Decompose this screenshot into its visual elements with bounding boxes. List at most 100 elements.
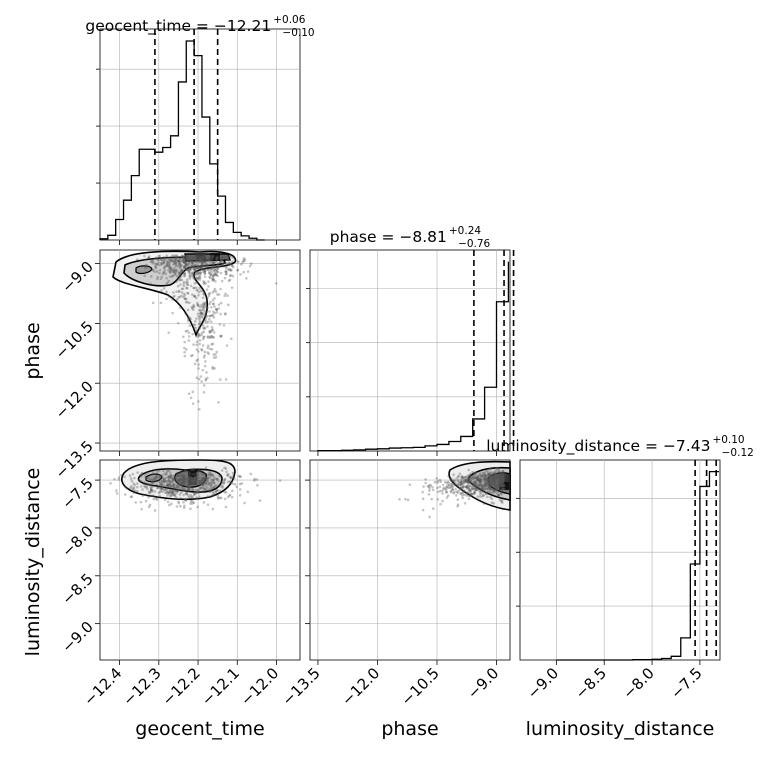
scatter-point [199, 375, 203, 378]
scatter-point [165, 487, 168, 490]
scatter-point [230, 495, 234, 499]
scatter-point [196, 259, 200, 263]
scatter-point [163, 488, 167, 491]
scatter-point [156, 275, 160, 279]
scatter-point [492, 483, 496, 486]
scatter-point [200, 259, 204, 263]
scatter-point [194, 257, 198, 261]
scatter-point [485, 484, 488, 488]
scatter-point [171, 480, 174, 483]
scatter-point [206, 335, 210, 338]
scatter-point [191, 479, 195, 482]
scatter-point [204, 476, 208, 480]
scatter-point [196, 505, 199, 509]
scatter-point [180, 287, 184, 291]
scatter-point [193, 478, 197, 482]
scatter-point [202, 480, 206, 484]
scatter-point [182, 482, 186, 485]
scatter-point [198, 480, 202, 484]
scatter-point [208, 476, 211, 479]
scatter-point [207, 472, 211, 475]
scatter-point [446, 484, 449, 487]
scatter-point [184, 262, 188, 265]
scatter-point [493, 484, 497, 487]
scatter-point [485, 478, 488, 481]
scatter-point [213, 484, 217, 487]
scatter-point [491, 479, 495, 482]
scatter-point [201, 312, 205, 315]
scatter-point [167, 491, 170, 495]
scatter-point [153, 262, 156, 265]
scatter-point [182, 476, 186, 479]
scatter-point [486, 481, 490, 485]
scatter-point [498, 466, 501, 470]
scatter-point [176, 264, 180, 268]
scatter-point [179, 270, 183, 273]
scatter-point [198, 334, 201, 338]
xlabel-geocent-time: geocent_time [135, 718, 264, 740]
scatter-point [181, 478, 185, 481]
scatter-point [501, 474, 505, 478]
scatter-point [191, 402, 195, 405]
scatter-point [184, 330, 188, 333]
scatter-point [460, 482, 464, 486]
scatter-point [180, 487, 184, 491]
scatter-point [200, 259, 203, 262]
scatter-point [245, 277, 248, 280]
x-tick-label: −12.3 [119, 664, 164, 709]
scatter-point [487, 485, 491, 489]
scatter-point [215, 350, 219, 354]
scatter-point [493, 484, 497, 488]
scatter-point [211, 494, 214, 498]
scatter-point [428, 515, 431, 519]
scatter-point [205, 476, 208, 480]
scatter-point [492, 481, 496, 484]
scatter-point [183, 476, 186, 480]
scatter-point [221, 257, 224, 261]
scatter-point [154, 475, 158, 478]
scatter-point [200, 256, 204, 260]
scatter-point [213, 271, 217, 275]
scatter-point [231, 471, 235, 475]
scatter-point [204, 314, 208, 318]
scatter-point [109, 481, 112, 485]
scatter-point [216, 489, 219, 492]
scatter-point [467, 468, 471, 472]
scatter-point [113, 477, 116, 481]
scatter-point [206, 376, 209, 380]
scatter-point [470, 492, 473, 496]
scatter-point [466, 484, 469, 488]
scatter-point [473, 489, 476, 493]
scatter-point [467, 480, 471, 483]
scatter-point [212, 316, 216, 319]
scatter-point [181, 480, 185, 484]
scatter-point [481, 471, 485, 474]
scatter-point [502, 484, 506, 487]
scatter-point [474, 476, 477, 480]
scatter-point [186, 268, 190, 271]
scatter-point [170, 260, 173, 263]
scatter-point [186, 283, 189, 286]
scatter-point [200, 260, 203, 264]
scatter-point [197, 314, 200, 318]
scatter-point [152, 494, 156, 498]
scatter-point [183, 483, 186, 487]
scatter-point [155, 263, 159, 266]
x-tick-label: −7.5 [667, 664, 705, 702]
scatter-point [200, 265, 204, 269]
scatter-point [211, 493, 214, 497]
scatter-point [495, 472, 498, 476]
scatter-point [183, 261, 186, 264]
scatter-point [207, 317, 211, 321]
scatter-point [463, 475, 466, 479]
scatter-point [198, 322, 201, 326]
scatter-point [494, 488, 498, 491]
scatter-point [207, 292, 211, 296]
scatter-point [161, 261, 165, 265]
scatter-point [471, 474, 475, 478]
y-tick-label: −9.0 [58, 258, 96, 296]
scatter-point [151, 494, 154, 498]
scatter-point [182, 255, 185, 258]
scatter-point [475, 477, 478, 480]
scatter-point [494, 473, 498, 476]
